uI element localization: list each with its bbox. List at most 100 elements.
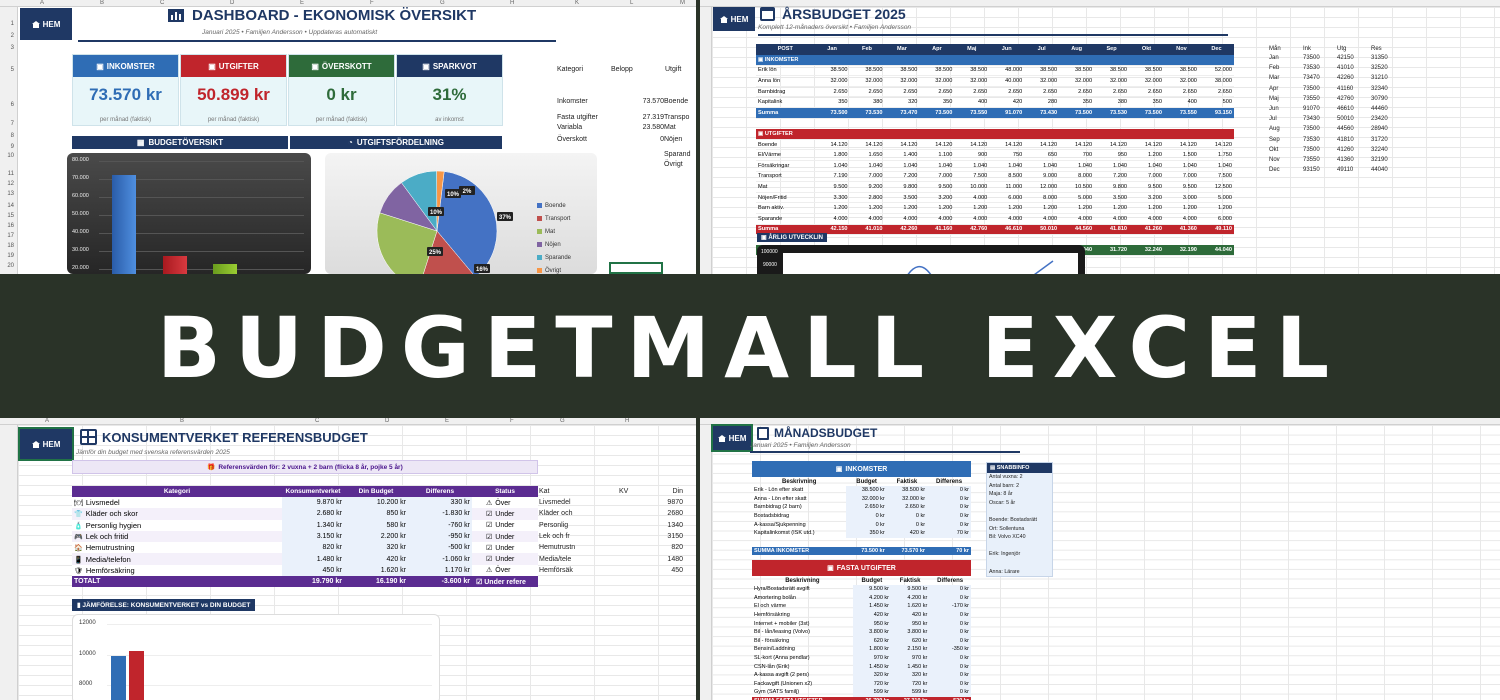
cell[interactable]: 41.160 xyxy=(919,224,955,236)
cell[interactable]: 9.500 xyxy=(1163,181,1199,193)
cell[interactable]: 73500 xyxy=(1303,146,1320,153)
cell[interactable]: 420 kr xyxy=(891,610,930,620)
cell[interactable]: 4.000 xyxy=(989,213,1025,225)
cell[interactable]: 7.000 xyxy=(1129,171,1164,183)
cell[interactable]: A-kassa/Sjukpenning xyxy=(754,521,806,528)
cell[interactable]: Transport xyxy=(756,171,815,183)
cell[interactable]: 0 kr xyxy=(929,662,971,671)
cell[interactable]: 50010 xyxy=(1337,116,1354,123)
cell[interactable]: 1.450 kr xyxy=(852,662,892,671)
cell[interactable]: 14.120 xyxy=(1059,139,1095,151)
cell[interactable]: Hemutrustn xyxy=(539,544,576,552)
cell[interactable]: 73.500 xyxy=(1059,107,1095,119)
status-cell[interactable]: ☑ Under xyxy=(486,510,515,518)
cell[interactable]: 32.000 xyxy=(1163,75,1199,87)
hem-button[interactable]: HEM xyxy=(20,8,72,40)
cell[interactable]: 0 kr xyxy=(929,670,971,680)
cell[interactable]: 320 kr xyxy=(852,670,892,680)
cell[interactable]: 1.200 xyxy=(1129,202,1164,214)
cell[interactable]: 73.500 xyxy=(919,107,955,119)
cell[interactable]: 32.000 xyxy=(1059,75,1095,87)
cell[interactable]: 73.530 xyxy=(1094,107,1130,119)
cell[interactable]: 23420 xyxy=(1371,116,1388,123)
cell[interactable]: 41.360 xyxy=(1163,224,1199,236)
din-cell[interactable]: 850 kr xyxy=(344,508,408,520)
cell[interactable]: 380 xyxy=(1094,96,1130,109)
cell[interactable]: 1.200 xyxy=(919,202,955,214)
cell[interactable]: 1.450 kr xyxy=(852,602,892,611)
cell[interactable]: Bensin/Laddning xyxy=(754,646,795,653)
cell[interactable]: Maj xyxy=(954,44,990,55)
cell[interactable]: 14.120 xyxy=(814,139,850,151)
cell[interactable]: 38.500 xyxy=(1129,65,1164,77)
cell[interactable]: 0 kr xyxy=(886,511,928,521)
cell[interactable]: 3.500 xyxy=(884,192,920,204)
cell[interactable]: 52.000 xyxy=(1198,65,1234,77)
cell[interactable]: 5.000 xyxy=(1059,192,1095,204)
cell[interactable]: 0 kr xyxy=(927,486,971,495)
cell[interactable]: 1.620 kr xyxy=(891,602,930,611)
cell[interactable]: Apr xyxy=(919,44,955,55)
cell[interactable]: 14.120 xyxy=(1163,139,1199,151)
cell[interactable]: 0 kr xyxy=(846,511,887,521)
cell[interactable]: 4.000 xyxy=(849,213,885,225)
cell[interactable]: 38.000 xyxy=(1198,75,1234,87)
cell[interactable]: 40.000 xyxy=(989,75,1025,87)
cell[interactable]: 2.650 xyxy=(814,86,850,98)
cell[interactable]: 44560 xyxy=(1337,126,1354,133)
cell[interactable]: 7.000 xyxy=(849,171,885,183)
cell[interactable]: 1.040 xyxy=(1024,160,1060,172)
cell[interactable]: 9.200 xyxy=(849,181,885,193)
cell[interactable]: 0 kr xyxy=(927,494,971,504)
cell[interactable]: 49110 xyxy=(1337,167,1354,174)
cell[interactable]: 44040 xyxy=(1371,167,1388,174)
cell[interactable]: 720 kr xyxy=(891,679,930,689)
cell[interactable]: 14.120 xyxy=(1198,139,1234,151)
cell[interactable]: 970 kr xyxy=(852,653,892,663)
cell[interactable]: 1.040 xyxy=(1129,160,1164,172)
cell[interactable]: 32.000 xyxy=(1094,75,1130,87)
cell[interactable]: El och värme xyxy=(754,603,787,610)
cell[interactable]: 32240 xyxy=(1371,146,1388,153)
cell[interactable]: 0 kr xyxy=(846,520,887,529)
cell[interactable]: 41160 xyxy=(1337,85,1354,92)
cell[interactable]: Erik - Lön efter skatt xyxy=(754,487,804,494)
cell[interactable]: 32.000 kr xyxy=(846,494,887,504)
cell[interactable]: 2.650 xyxy=(1198,86,1234,98)
selected-cell[interactable] xyxy=(609,262,663,274)
cell[interactable]: Försäkringar xyxy=(756,160,815,172)
cell[interactable]: 1.040 xyxy=(1094,160,1130,172)
cell[interactable]: Hyra/Bostadsrätt avgift xyxy=(754,586,810,593)
cell[interactable]: 2.650 xyxy=(849,86,885,98)
cell[interactable]: 41260 xyxy=(1337,146,1354,153)
hem-button[interactable]: HEM xyxy=(18,427,74,461)
cell[interactable]: Erik lön xyxy=(756,65,815,77)
cell[interactable]: 42.150 xyxy=(814,224,850,236)
cell[interactable]: 1.200 xyxy=(1129,149,1164,162)
cell[interactable]: 32.000 kr xyxy=(886,494,928,504)
din-cell[interactable]: 10.200 kr xyxy=(344,497,408,509)
cell[interactable] xyxy=(616,553,645,564)
cell[interactable]: Kapitalinkomst (ISK utd.) xyxy=(754,530,815,537)
cell[interactable]: Feb xyxy=(1269,65,1280,72)
cell[interactable]: 14.120 xyxy=(1024,139,1060,151)
cell[interactable]: 44.560 xyxy=(1059,224,1095,236)
cell[interactable]: 73.430 xyxy=(1024,107,1060,119)
diff-cell[interactable]: -950 kr xyxy=(408,530,472,543)
cell[interactable]: Aug xyxy=(1269,126,1280,133)
cell[interactable]: 46610 xyxy=(1337,106,1354,113)
cell[interactable]: 970 kr xyxy=(891,653,930,663)
cell[interactable]: A-kassa avgift (2 pers) xyxy=(754,672,810,679)
cell[interactable]: Jan xyxy=(814,44,850,55)
cell[interactable]: 7.500 xyxy=(1198,171,1234,183)
cell[interactable]: -350 kr xyxy=(929,645,971,654)
kategori-cell[interactable]: 🏠 Hemutrustning xyxy=(74,543,135,553)
cell[interactable]: 9.500 xyxy=(919,181,955,193)
cell[interactable]: 3.800 kr xyxy=(891,627,930,637)
cell[interactable]: 32.000 xyxy=(884,75,920,87)
cell[interactable]: 380 xyxy=(849,96,885,109)
cell[interactable]: 6.000 xyxy=(1198,213,1234,225)
cell[interactable]: 73550 xyxy=(1303,156,1320,163)
cell[interactable]: 50.010 xyxy=(1024,224,1060,236)
cell[interactable]: 14.120 xyxy=(884,139,920,151)
